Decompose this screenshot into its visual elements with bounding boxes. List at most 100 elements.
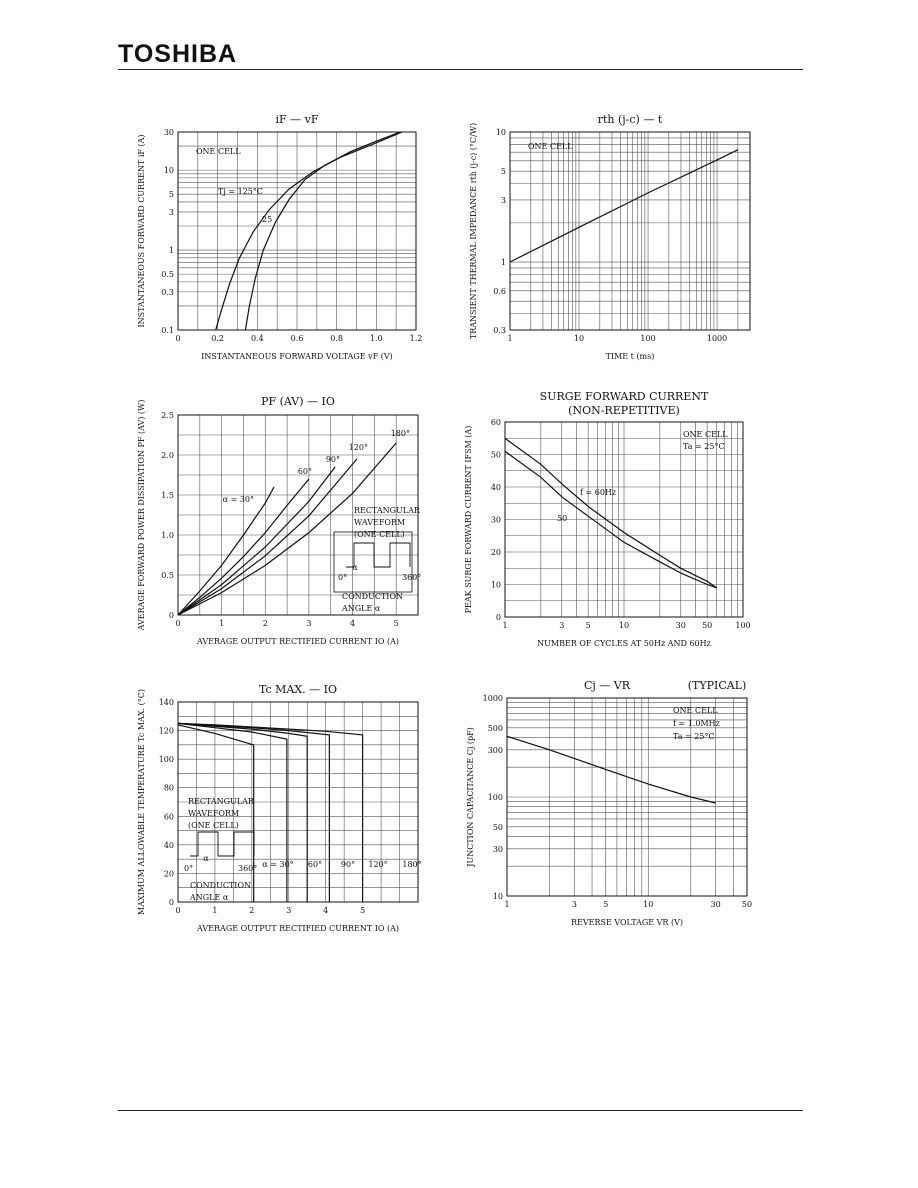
annotation: ONE CELL [196,147,241,156]
chart-title: PF (AV) — IO [261,395,335,408]
header-rule [118,69,803,70]
y-tick-label: 5 [501,167,506,176]
y-tick-label: 140 [159,698,174,707]
y-axis-label: TRANSIENT THERMAL IMPEDANCE rth (j-c) (°… [469,123,478,339]
series-line-1 [244,131,401,331]
chart-title: Cj — VR [584,679,631,692]
chart-title: iF — vF [276,113,319,126]
x-tick-label: 1 [212,906,217,915]
x-tick-label: 1 [504,900,509,909]
x-tick-label: 30 [676,621,686,630]
y-tick-label: 5 [169,190,174,199]
x-tick-label: 1.2 [410,334,423,343]
y-axis-label: AVERAGE FORWARD POWER DISSIPATION PF (AV… [137,400,146,632]
rectangular-waveform-icon [346,542,411,568]
annotation: ONE CELL [683,430,728,439]
x-tick-label: 4 [350,619,355,628]
annotation: RECTANGULAR [354,506,421,515]
y-tick-label: 30 [491,516,501,525]
x-tick-label: 0 [175,619,180,628]
annotation: Tj = 125°C [218,187,263,196]
y-tick-label: 10 [491,581,501,590]
y-axis-label: PEAK SURGE FORWARD CURRENT IFSM (A) [464,426,473,614]
annotation: (ONE CELL) [354,530,405,539]
series-line-0 [504,437,717,589]
plot-frame [177,701,419,903]
y-tick-label: 80 [164,784,174,793]
x-tick-label: 0.8 [330,334,343,343]
series-line-0 [506,735,716,804]
y-tick-label: 0 [169,898,174,907]
annotation: 25 [262,215,272,224]
x-tick-label: 1 [219,619,224,628]
series-line-0 [509,149,739,263]
x-tick-label: 4 [323,906,328,915]
annotation: α [352,563,358,572]
tcmax-io-chart: 0 1 2 3 4 5 0 20 40 60 80 100 120 140 Tc MAX. — IO AVER… [137,683,422,933]
y-tick-label: 1.0 [161,531,174,540]
chart-title: rth (j-c) — t [598,113,663,126]
annotation: 60° [298,467,312,476]
annotation: 180° [402,860,421,869]
series-line-0 [215,131,403,331]
x-tick-label: 0.6 [291,334,304,343]
y-tick-label: 3 [169,208,174,217]
x-tick-label: 3 [559,621,564,630]
x-tick-label: 3 [572,900,577,909]
y-tick-label: 0.5 [161,571,174,580]
annotation: WAVEFORM [188,809,239,818]
y-tick-label: 100 [159,755,174,764]
y-tick-label: 60 [491,418,501,427]
y-tick-label: 1000 [483,694,503,703]
annotation: 120° [368,860,387,869]
annotation: 360° [238,864,257,873]
series-line-0 [177,724,255,902]
annotation: Ta = 25°C [673,732,715,741]
x-tick-label: 3 [286,906,291,915]
series-line-4 [177,442,397,616]
y-tick-label: 30 [493,845,503,854]
chart-subtitle: (TYPICAL) [688,679,747,692]
plot-frame [506,697,748,897]
x-axis-label: INSTANTANEOUS FORWARD VOLTAGE vF (V) [201,352,393,361]
x-axis-label: NUMBER OF CYCLES AT 50Hz AND 60Hz [537,639,711,648]
y-tick-label: 3 [501,196,506,205]
y-tick-label: 300 [488,746,503,755]
plot-frame [177,414,419,616]
if-vf-chart: 0 0.2 0.4 0.6 0.8 1.0 1.2 0.1 0.3 0.5 1 3 5 10 30 iF — … [137,113,423,361]
y-tick-label: 2.0 [161,451,174,460]
annotation: CONDUCTION [190,881,251,890]
y-tick-label: 10 [493,892,503,901]
x-axis-label: AVERAGE OUTPUT RECTIFIED CURRENT IO (A) [196,924,399,933]
y-tick-label: 2.5 [161,411,174,420]
annotation: 180° [391,429,410,438]
x-tick-label: 0.4 [251,334,264,343]
rectangular-waveform-icon [190,831,255,857]
y-tick-label: 0 [169,611,174,620]
y-tick-label: 0.3 [161,288,174,297]
y-tick-label: 120 [159,727,174,736]
annotation: 0° [184,864,193,873]
annotation: (ONE CELL) [188,821,239,830]
x-tick-label: 10 [643,900,653,909]
x-tick-label: 10 [574,334,584,343]
rth-t-chart: 1 10 100 1000 0.3 0.6 1 3 5 10 rth (j-c) — t TIME t… [469,113,751,361]
grid [177,131,417,331]
toshiba-logo: TOSHIBA [118,40,238,68]
x-tick-label: 5 [603,900,608,909]
x-tick-label: 1 [502,621,507,630]
annotation: f = 60Hz [580,488,616,497]
chart-title: SURGE FORWARD CURRENT [540,390,709,403]
x-tick-label: 5 [394,619,399,628]
annotation: 50 [557,514,567,523]
annotation: CONDUCTION [342,592,403,601]
y-tick-label: 100 [488,793,503,802]
x-axis-label: REVERSE VOLTAGE VR (V) [571,918,683,927]
y-tick-label: 0 [496,613,501,622]
annotation: 90° [341,860,355,869]
x-tick-label: 0.2 [211,334,224,343]
y-tick-label: 0.1 [161,326,174,335]
chart-subtitle: (NON-REPETITIVE) [568,404,680,417]
x-tick-label: 30 [711,900,721,909]
pfav-io-chart: 0 1 2 3 4 5 0 0.5 1.0 1.5 2.0 2.5 PF (AV) — IO AVERAG… [137,395,421,646]
